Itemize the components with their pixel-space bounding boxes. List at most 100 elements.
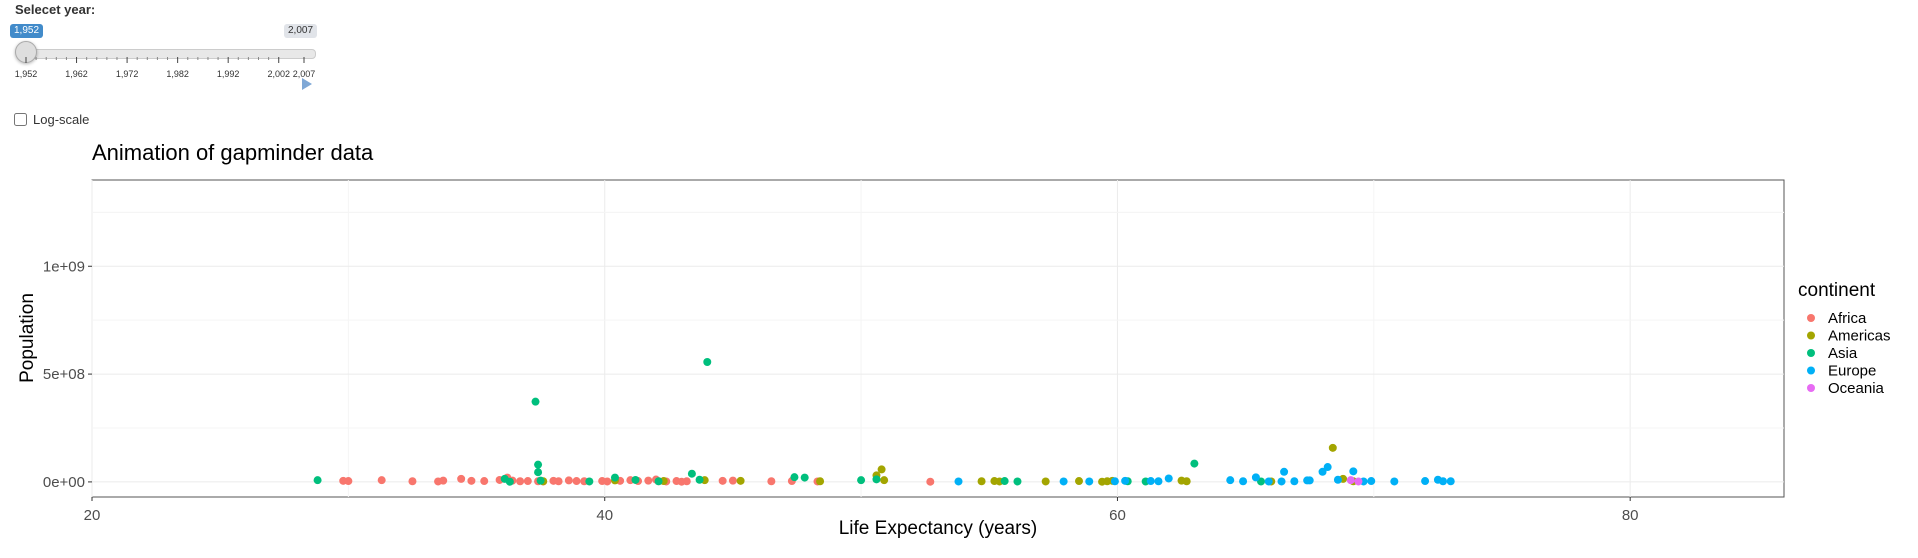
data-point-africa [767, 477, 776, 486]
data-point-asia [695, 475, 704, 484]
data-point-europe [1323, 463, 1332, 472]
year-slider-tick-label: 1,962 [65, 69, 88, 79]
legend-key-africa [1807, 314, 1815, 322]
data-point-asia [313, 476, 322, 485]
legend-label-asia: Asia [1828, 345, 1858, 362]
data-point-asia [654, 477, 663, 486]
year-slider-current-value: 1,952 [10, 24, 44, 38]
data-point-africa [603, 477, 612, 486]
x-tick-label: 40 [596, 507, 613, 524]
year-slider-tick-label: 1,992 [217, 69, 240, 79]
data-point-americas [736, 476, 745, 485]
data-point-asia [534, 468, 543, 477]
data-point-asia [687, 469, 696, 478]
data-point-asia [1000, 477, 1009, 486]
data-point-africa [480, 477, 489, 486]
x-tick-label: 20 [84, 507, 101, 524]
data-point-africa [554, 477, 563, 486]
data-point-asia [610, 473, 619, 482]
legend-key-oceania [1807, 384, 1815, 392]
grid-lines [91, 180, 1784, 497]
x-axis-label: Life Expectancy (years) [839, 518, 1038, 539]
data-point-asia [857, 476, 866, 485]
data-point-asia [703, 358, 712, 367]
year-slider-tick-label: 2,007 [293, 69, 316, 79]
data-point-europe [1085, 477, 1094, 486]
data-point-africa [344, 477, 353, 486]
year-slider-ticks: 1,952 1,962 1,972 1,982 1,992 2,002 2,007 [15, 57, 316, 79]
legend-label-africa: Africa [1828, 310, 1867, 327]
data-point-americas [880, 476, 889, 485]
data-point-europe [1264, 477, 1273, 486]
legend-title: continent [1798, 280, 1876, 301]
x-tick-label: 80 [1622, 507, 1639, 524]
data-point-europe [1277, 477, 1286, 486]
year-slider-tick-label: 1,982 [166, 69, 189, 79]
data-point-europe [1146, 477, 1155, 486]
data-point-africa [718, 476, 727, 485]
log-scale-checkbox[interactable] [14, 113, 27, 126]
data-point-asia [536, 476, 545, 485]
data-point-europe [1367, 477, 1376, 486]
data-point-africa [926, 477, 935, 486]
data-point-europe [1251, 473, 1260, 482]
data-point-asia [631, 475, 640, 484]
play-icon[interactable] [302, 78, 312, 90]
data-point-africa [377, 476, 386, 485]
data-point-asia [531, 397, 540, 406]
data-point-americas [1041, 477, 1050, 486]
data-point-americas [1328, 443, 1337, 452]
data-point-asia [790, 473, 799, 482]
data-point-asia [872, 475, 881, 484]
data-point-africa [408, 477, 417, 486]
data-point-africa [728, 476, 737, 485]
data-point-americas [816, 477, 825, 486]
data-point-africa [523, 477, 532, 486]
y-tick-label: 0e+00 [43, 474, 85, 491]
log-scale-toggle[interactable]: Log-scale [14, 112, 89, 127]
data-point-europe [1305, 476, 1314, 485]
year-slider-tick-label: 1,972 [116, 69, 139, 79]
data-point-asia [534, 460, 543, 469]
data-point-europe [1226, 476, 1235, 485]
data-point-europe [1349, 467, 1358, 476]
log-scale-label: Log-scale [33, 112, 90, 127]
x-tick-label: 60 [1109, 507, 1126, 524]
data-point-africa [439, 476, 448, 485]
data-point-europe [1290, 477, 1299, 486]
data-point-asia [585, 477, 594, 486]
chart-title: Animation of gapminder data [92, 140, 374, 165]
gapminder-scatter-chart: Animation of gapminder data 20 40 60 80 0e+… [17, 140, 1891, 539]
data-point-europe [1446, 477, 1455, 486]
data-points [313, 358, 1455, 486]
data-point-africa [457, 474, 466, 483]
legend-key-europe [1807, 366, 1815, 375]
legend-label-oceania: Oceania [1828, 380, 1885, 397]
data-point-europe [1154, 477, 1163, 486]
data-point-asia [1013, 477, 1022, 486]
y-axis-label: Population [17, 293, 38, 383]
data-point-africa [467, 476, 476, 485]
y-axis-ticks: 0e+00 5e+08 1e+09 [43, 258, 92, 491]
data-point-europe [1121, 476, 1130, 485]
legend-label-europe: Europe [1828, 363, 1876, 380]
data-point-europe [954, 477, 963, 486]
data-point-africa [682, 477, 691, 486]
data-point-africa [572, 477, 581, 486]
year-slider-tick-label: 1,952 [15, 69, 38, 79]
x-axis-ticks: 20 40 60 80 [84, 497, 1639, 524]
data-point-europe [1164, 474, 1173, 483]
data-point-asia [1190, 459, 1199, 468]
data-point-americas [1182, 477, 1191, 486]
data-point-europe [1059, 477, 1068, 486]
data-point-africa [564, 476, 573, 485]
legend: continent AfricaAmericasAsiaEuropeOceani… [1798, 280, 1891, 397]
data-point-europe [1390, 477, 1399, 486]
year-slider-max-value: 2,007 [284, 24, 318, 38]
data-point-oceania [1354, 477, 1363, 486]
data-point-europe [1110, 477, 1119, 486]
data-point-europe [1333, 475, 1342, 484]
data-point-americas [877, 465, 886, 474]
data-point-africa [516, 477, 525, 486]
data-point-oceania [1346, 476, 1355, 485]
